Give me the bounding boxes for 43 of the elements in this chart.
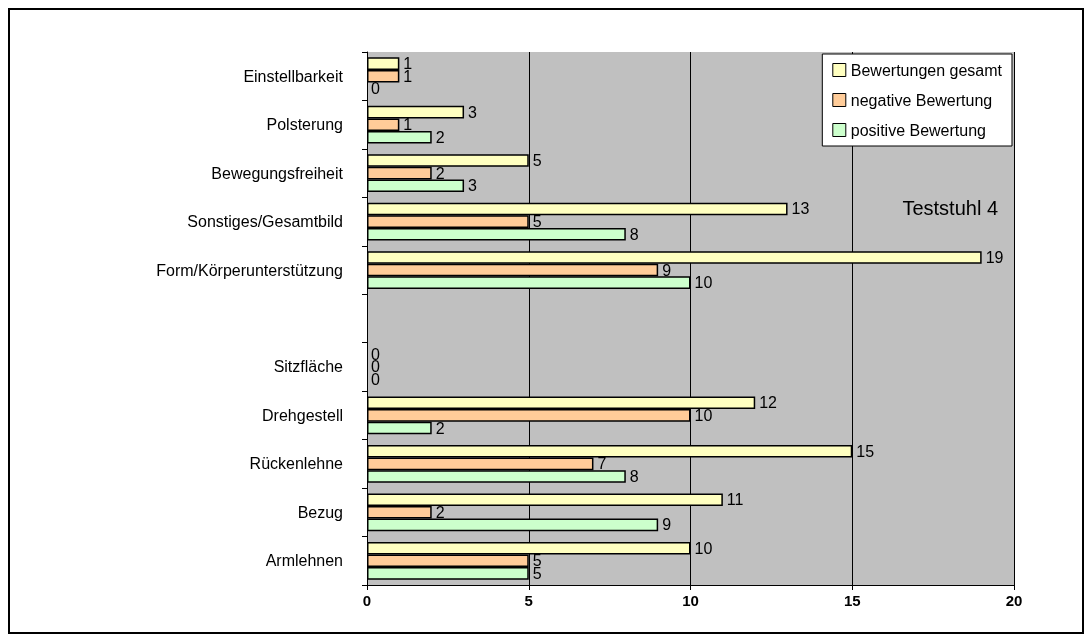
- data-label: 11: [726, 491, 744, 509]
- data-label: 12: [759, 394, 778, 412]
- x-tick-label: 10: [682, 592, 699, 609]
- data-label: 8: [629, 225, 639, 243]
- x-tick-label: 20: [1005, 592, 1023, 609]
- legend-label: Bewertungen gesamt: [850, 61, 1003, 79]
- x-tick-label: 15: [843, 592, 861, 609]
- data-label: 0: [371, 80, 380, 98]
- legend-label: positive Bewertung: [850, 121, 986, 139]
- data-label: 7: [597, 455, 607, 473]
- data-label: 19: [985, 248, 1004, 266]
- data-label: 2: [435, 503, 445, 521]
- y-tick-label: Sitzfläche: [273, 358, 344, 376]
- legend-label: negative Bewertung: [850, 91, 993, 109]
- y-tick-label: Rückenlehne: [249, 455, 344, 473]
- y-tick-label: Form/Körperunterstützung: [156, 261, 343, 279]
- y-tick-label: Polsterung: [266, 116, 343, 134]
- y-tick-label: Einstellbarkeit: [243, 67, 344, 85]
- data-label: 10: [694, 406, 713, 424]
- data-label: 2: [435, 164, 445, 182]
- data-label: 10: [694, 539, 713, 557]
- x-tick-label: 0: [362, 592, 372, 609]
- data-label: 9: [662, 516, 672, 534]
- y-tick-label: Sonstiges/Gesamtbild: [187, 213, 343, 231]
- data-label: 13: [791, 200, 810, 218]
- data-label: 0: [371, 371, 380, 389]
- data-label: 2: [435, 128, 445, 146]
- data-label: 3: [468, 103, 478, 121]
- y-tick-label: Drehgestell: [262, 406, 343, 424]
- annotation: Teststuhl 4: [902, 197, 998, 219]
- data-label: 2: [435, 419, 445, 437]
- y-tick-label: Bezug: [297, 503, 343, 521]
- data-label: 8: [629, 467, 639, 485]
- data-label: 15: [856, 442, 875, 460]
- data-label: 3: [468, 177, 478, 195]
- y-tick-label: Bewegungsfreiheit: [211, 164, 344, 182]
- y-tick-label: Armlehnen: [265, 552, 343, 570]
- x-tick-label: 5: [524, 592, 533, 609]
- data-label: 5: [532, 152, 542, 170]
- data-label: 1: [403, 116, 413, 134]
- data-label: 5: [532, 213, 542, 231]
- data-label: 10: [694, 274, 713, 292]
- data-label: 9: [662, 261, 672, 279]
